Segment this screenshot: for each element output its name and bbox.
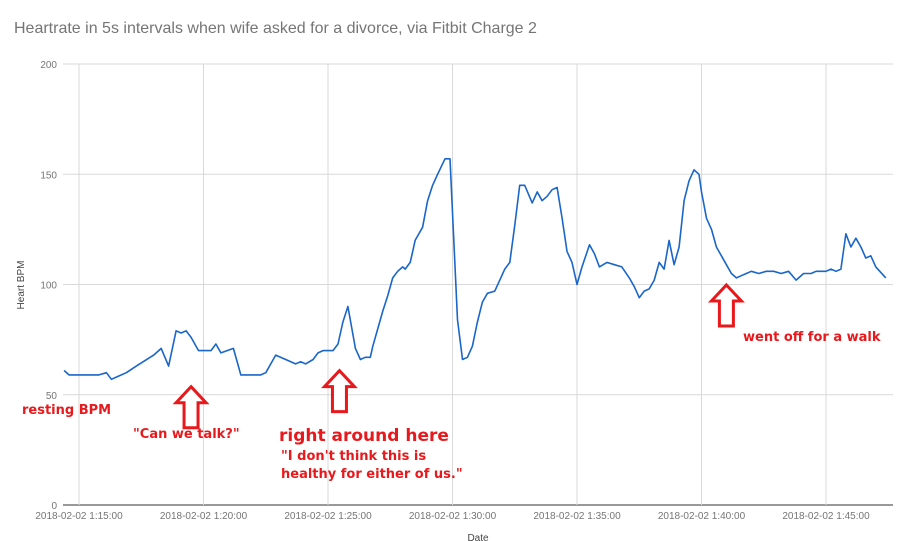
series-line [63,158,887,381]
x-tick-label: 2018-02-02 1:25:00 [284,511,372,522]
x-tick-label: 2018-02-02 1:35:00 [533,511,621,522]
x-tick-label: 2018-02-02 1:40:00 [658,511,746,522]
y-tick-label: 100 [40,281,57,292]
annotation-quote-line-2: healthy for either of us." [281,467,463,482]
y-tick-label: 50 [46,391,58,402]
y-tick-label: 200 [40,60,57,71]
annotation-arrow-right-around-here [320,368,358,414]
x-tick-label: 2018-02-02 1:45:00 [782,511,870,522]
y-axis-label: Heart BPM [16,261,27,310]
x-tick-label: 2018-02-02 1:15:00 [35,511,123,522]
y-tick-label: 150 [40,170,57,181]
chart-title: Heartrate in 5s intervals when wife aske… [14,20,537,37]
annotation-resting-bpm: resting BPM [22,403,111,418]
annotation-went-off-for-a-walk: went off for a walk [743,330,881,345]
y-tick-label: 0 [51,501,57,512]
annotation-right-around-here: right around here [279,426,449,446]
annotation-can-we-talk: "Can we talk?" [133,427,240,442]
tick-labels: 0 50 100 150 200 2018-02-02 1:15:00 2018-02-02… [35,60,870,522]
annotation-arrow-walk [707,282,745,328]
x-axis-label: Date [467,533,489,541]
annotations: resting BPM "Can we talk?" right around he… [22,282,881,482]
annotation-arrow-can-we-talk [172,384,210,430]
x-tick-label: 2018-02-02 1:30:00 [409,511,497,522]
annotation-quote-line-1: "I don't think this is [281,449,426,464]
x-tick-label: 2018-02-02 1:20:00 [160,511,248,522]
